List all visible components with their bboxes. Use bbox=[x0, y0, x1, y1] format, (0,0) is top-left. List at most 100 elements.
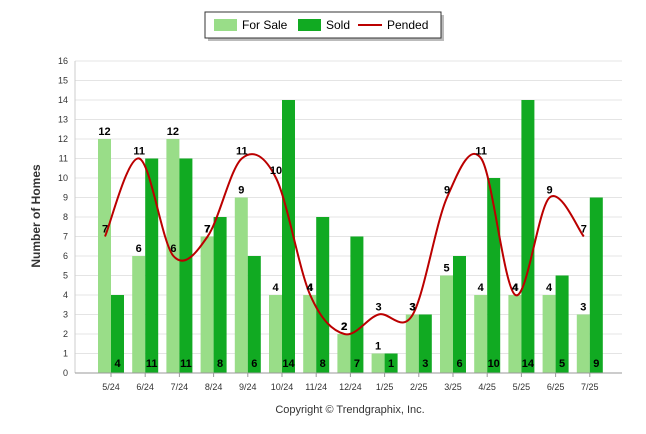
bar-sold bbox=[384, 353, 398, 373]
x-tick-label: 7/24 bbox=[171, 382, 189, 392]
x-axis: 5/24 6/24 7/24 8/24 9/24 10/24 11/24 12/24 1/25 2… bbox=[75, 372, 622, 392]
y-tick-label: 15 bbox=[58, 76, 68, 86]
data-label-for-sale: 4 bbox=[272, 282, 279, 294]
bar-sold bbox=[145, 158, 159, 373]
bar-for-sale bbox=[474, 295, 488, 373]
data-label-for-sale: 12 bbox=[167, 126, 179, 138]
data-label-pended: 7 bbox=[102, 224, 108, 236]
y-tick-label: 11 bbox=[59, 154, 68, 164]
bar-for-sale bbox=[98, 139, 111, 373]
bar-sold bbox=[316, 217, 330, 373]
data-label-sold: 1 bbox=[388, 358, 394, 370]
x-tick-label: 1/25 bbox=[376, 382, 394, 392]
data-labels: 1246111211789641448271133564104144539711… bbox=[98, 126, 599, 370]
bar-for-sale bbox=[269, 295, 282, 373]
data-label-pended: 2 bbox=[341, 321, 347, 333]
bar-for-sale bbox=[508, 295, 522, 373]
x-tick-label: 10/24 bbox=[271, 382, 294, 392]
y-tick-label: 14 bbox=[58, 95, 68, 105]
data-label-for-sale: 4 bbox=[546, 282, 553, 294]
data-label-for-sale: 6 bbox=[136, 243, 142, 255]
y-tick-label: 7 bbox=[63, 232, 68, 242]
data-label-sold: 9 bbox=[593, 358, 599, 370]
bar-for-sale bbox=[440, 275, 453, 373]
data-label-for-sale: 3 bbox=[580, 302, 586, 314]
data-label-sold: 7 bbox=[354, 358, 360, 370]
bar-sold bbox=[589, 197, 603, 373]
x-tick-label: 7/25 bbox=[581, 382, 599, 392]
data-label-pended: 11 bbox=[236, 146, 248, 158]
bar-sold bbox=[247, 256, 261, 373]
bar-sold bbox=[555, 275, 569, 373]
x-tick-label: 2/25 bbox=[410, 382, 428, 392]
data-label-sold: 8 bbox=[217, 358, 223, 370]
data-label-pended: 3 bbox=[410, 302, 416, 314]
data-label-pended: 3 bbox=[376, 302, 382, 314]
data-label-pended: 11 bbox=[133, 146, 145, 158]
x-tick-label: 12/24 bbox=[339, 382, 362, 392]
data-label-for-sale: 4 bbox=[478, 282, 485, 294]
x-tick-label: 9/24 bbox=[239, 382, 257, 392]
bar-for-sale bbox=[303, 295, 317, 373]
data-label-sold: 5 bbox=[559, 358, 565, 370]
legend-swatch-for-sale bbox=[214, 19, 237, 31]
bar-for-sale bbox=[371, 353, 385, 373]
y-tick-label: 16 bbox=[58, 56, 68, 66]
data-label-sold: 8 bbox=[320, 358, 326, 370]
legend-label-sold: Sold bbox=[326, 18, 350, 32]
pended-line-layer bbox=[104, 152, 585, 336]
data-label-sold: 11 bbox=[146, 358, 158, 370]
legend-box bbox=[204, 11, 442, 39]
bar-sold bbox=[282, 100, 295, 373]
y-tick-label: 13 bbox=[58, 115, 68, 125]
y-tick-label: 2 bbox=[63, 329, 68, 339]
y-tick-label: 6 bbox=[63, 251, 68, 261]
legend-label-pended: Pended bbox=[387, 18, 428, 32]
data-label-sold: 6 bbox=[456, 358, 462, 370]
bar-sold bbox=[111, 295, 124, 373]
data-label-for-sale: 5 bbox=[443, 263, 449, 275]
y-tick-label: 3 bbox=[63, 310, 68, 320]
data-label-for-sale: 2 bbox=[341, 321, 347, 333]
data-label-sold: 14 bbox=[522, 358, 535, 370]
data-label-for-sale: 9 bbox=[238, 185, 244, 197]
data-label-sold: 6 bbox=[251, 358, 257, 370]
bars bbox=[98, 100, 603, 373]
bar-for-sale bbox=[405, 314, 419, 373]
y-tick-label: 8 bbox=[63, 212, 68, 222]
data-label-for-sale: 12 bbox=[98, 126, 110, 138]
legend-label-for-sale: For Sale bbox=[242, 18, 288, 32]
bar-sold bbox=[350, 236, 364, 373]
data-label-pended: 6 bbox=[170, 243, 176, 255]
y-tick-label: 10 bbox=[58, 173, 68, 183]
x-tick-label: 4/25 bbox=[478, 382, 496, 392]
bar-for-sale bbox=[200, 236, 214, 373]
bar-sold bbox=[453, 256, 466, 373]
data-label-for-sale: 3 bbox=[409, 302, 415, 314]
bar-sold bbox=[418, 314, 432, 373]
data-label-pended: 9 bbox=[547, 185, 553, 197]
data-label-sold: 11 bbox=[180, 358, 192, 370]
data-label-pended: 9 bbox=[444, 185, 450, 197]
data-label-sold: 10 bbox=[488, 358, 500, 370]
data-label-pended: 7 bbox=[205, 224, 211, 236]
bar-for-sale bbox=[234, 197, 248, 373]
x-tick-label: 5/25 bbox=[513, 382, 531, 392]
x-tick-label: 6/24 bbox=[136, 382, 154, 392]
x-tick-label: 8/24 bbox=[205, 382, 223, 392]
data-label-pended: 7 bbox=[581, 224, 587, 236]
data-label-pended: 4 bbox=[512, 282, 519, 294]
data-label-for-sale: 7 bbox=[204, 224, 210, 236]
data-label-pended: 10 bbox=[270, 165, 282, 177]
data-label-sold: 14 bbox=[282, 358, 295, 370]
data-label-sold: 4 bbox=[114, 358, 121, 370]
y-axis-title: Number of Homes bbox=[29, 164, 43, 268]
bar-sold bbox=[521, 100, 535, 373]
y-tick-label: 0 bbox=[63, 368, 68, 378]
x-tick-label: 6/25 bbox=[547, 382, 565, 392]
legend: For Sale Sold Pended bbox=[204, 11, 444, 41]
data-label-for-sale: 4 bbox=[307, 282, 314, 294]
data-label-pended: 4 bbox=[307, 282, 314, 294]
y-tick-label: 1 bbox=[63, 349, 68, 359]
